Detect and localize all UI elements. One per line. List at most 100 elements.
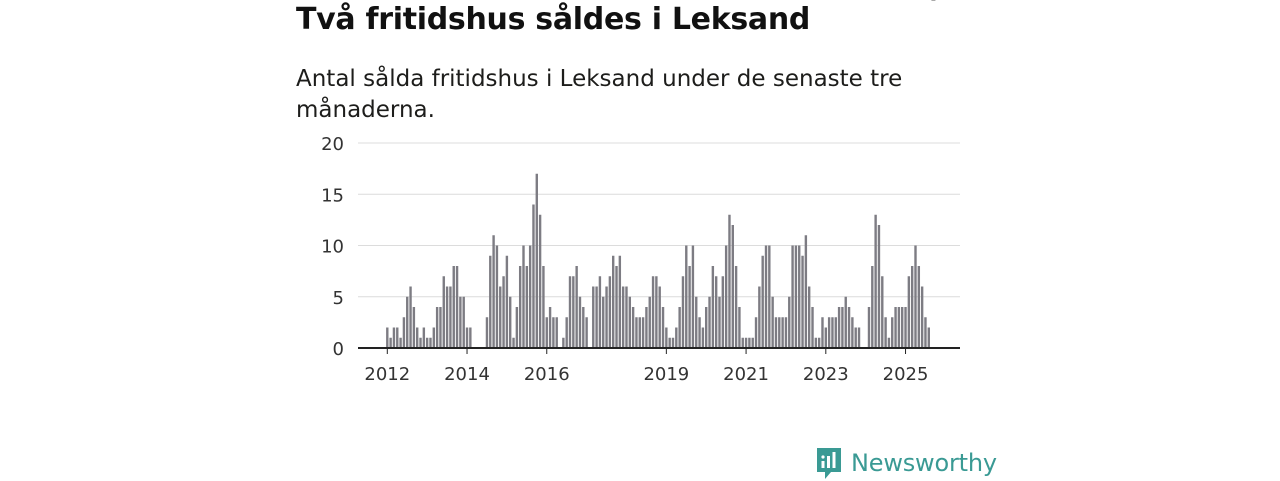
bar: [897, 307, 901, 348]
bar: [631, 307, 635, 348]
bar: [495, 245, 499, 348]
bar: [764, 245, 768, 348]
bar: [592, 286, 595, 348]
bar: [499, 286, 502, 348]
bar: [705, 307, 708, 348]
bar: [412, 307, 416, 348]
bar: [807, 286, 811, 348]
bar: [834, 317, 837, 348]
bar: [578, 296, 582, 348]
bar: [651, 276, 655, 348]
gridlines: [358, 142, 960, 298]
bar: [678, 307, 681, 348]
bar: [665, 327, 668, 348]
y-tick-label: 20: [321, 134, 344, 155]
bar: [695, 296, 698, 348]
bar: [612, 255, 615, 348]
bar: [452, 266, 455, 348]
bar: [661, 307, 665, 348]
bar: [841, 307, 844, 348]
bar: [851, 317, 854, 348]
bar: [920, 286, 924, 348]
bar: [768, 245, 771, 348]
bar: [615, 266, 618, 348]
bar: [874, 214, 877, 348]
bar: [811, 307, 814, 348]
bar-chart: 0 5 10 15 20 2012 2014 2016 2019 2021 2023 2025 2: [321, 0, 960, 385]
bar: [645, 307, 648, 348]
bar: [681, 276, 685, 348]
bars: [386, 173, 930, 348]
bar: [406, 296, 409, 348]
bar: [761, 255, 764, 348]
x-tick-label: 2023: [803, 364, 849, 385]
bar: [927, 327, 930, 348]
bar: [409, 286, 412, 348]
bar: [389, 337, 392, 348]
bar: [741, 337, 744, 348]
bar: [791, 245, 794, 348]
bar: [744, 337, 748, 348]
bar: [854, 327, 857, 348]
bar: [844, 296, 847, 348]
bar: [386, 327, 389, 348]
bar: [691, 245, 695, 348]
bar: [728, 214, 731, 348]
bar: [891, 317, 894, 348]
bar: [522, 245, 525, 348]
bar: [798, 245, 801, 348]
bar: [422, 327, 426, 348]
bar: [638, 317, 641, 348]
bar: [788, 296, 791, 348]
bar: [831, 317, 834, 348]
bar: [595, 286, 598, 348]
bar: [907, 276, 911, 348]
bar: [505, 255, 509, 348]
bar: [555, 317, 558, 348]
bar: [724, 245, 728, 348]
bar: [877, 225, 881, 348]
bar: [814, 337, 818, 348]
bar: [904, 307, 907, 348]
bar: [429, 337, 432, 348]
bar: [635, 317, 638, 348]
bar: [658, 286, 661, 348]
bar: [734, 266, 738, 348]
chart-title: Två fritidshus såldes i Leksand: [296, 2, 811, 37]
bar: [605, 286, 608, 348]
bar: [455, 266, 459, 348]
bar: [598, 276, 602, 348]
bar: [714, 276, 718, 348]
bar: [881, 276, 884, 348]
bar: [538, 214, 542, 348]
bar: [396, 327, 399, 348]
bar: [721, 276, 725, 348]
bar: [910, 266, 914, 348]
bar: [731, 225, 734, 348]
bar: [525, 266, 529, 348]
bar: [884, 317, 887, 348]
bar: [827, 317, 831, 348]
bar: [751, 337, 754, 348]
x-axis-tick-labels: 2012 2014 2016 2019 2021 2023 2025: [364, 348, 928, 385]
bar: [857, 327, 861, 348]
bar: [698, 317, 701, 348]
bar: [758, 286, 761, 348]
bar: [924, 317, 927, 348]
bar: [754, 317, 758, 348]
data-label-latest: 2: [930, 0, 941, 5]
bar: [801, 255, 804, 348]
bar: [439, 307, 442, 348]
bar: [572, 276, 575, 348]
bar: [608, 276, 612, 348]
bar: [778, 317, 781, 348]
bar: [459, 296, 462, 348]
bar: [671, 337, 675, 348]
bar: [914, 245, 917, 348]
bar: [442, 276, 445, 348]
bar: [711, 266, 715, 348]
bar: [462, 296, 465, 348]
bar: [399, 337, 402, 348]
bar: [668, 337, 671, 348]
bar: [575, 266, 578, 348]
